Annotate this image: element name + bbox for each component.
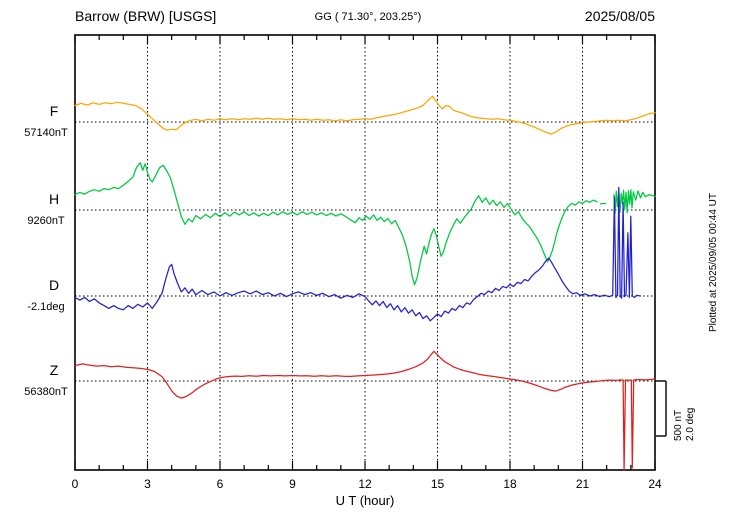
x-tick-label-9: 9: [289, 477, 296, 491]
trace-H-seg2: [613, 189, 656, 214]
channel-label-H: H: [49, 191, 59, 207]
x-tick-label-12: 12: [358, 477, 372, 491]
x-axis-label: U T (hour): [336, 493, 395, 508]
plot-date: 2025/08/05: [585, 8, 655, 24]
channel-value-D: -2.1deg: [27, 301, 64, 313]
x-tick-label-3: 3: [144, 477, 151, 491]
chart-layer: 0 3 6 9 12 15 18 21 24 F 57140nT H 9260nT D -2.1deg Z 56…: [24, 34, 667, 491]
channel-value-Z: 56380nT: [24, 386, 68, 398]
plot-frame: [74, 34, 656, 471]
channel-value-F: 57140nT: [24, 127, 68, 139]
gg-coordinates: GG ( 71.30°, 203.25°): [315, 11, 422, 23]
trace-Z: [74, 350, 656, 471]
x-tick-label-21: 21: [576, 477, 590, 491]
trace-H: [74, 162, 598, 286]
channel-label-Z: Z: [50, 362, 59, 378]
channel-value-H: 9260nT: [27, 215, 65, 227]
x-tick-label-15: 15: [431, 477, 445, 491]
station-title: Barrow (BRW) [USGS]: [75, 8, 216, 24]
x-tick-label-24: 24: [648, 477, 662, 491]
x-tick-label-6: 6: [217, 477, 224, 491]
trace-H-seg1: [599, 202, 607, 205]
x-tick-label-0: 0: [72, 477, 79, 491]
trace-D: [74, 186, 642, 322]
plotted-timestamp-note: Plotted at 2025/09/05 00:44 UT: [708, 193, 719, 332]
scale-bar-nt-label: 500 nT: [673, 410, 684, 441]
channel-label-D: D: [49, 277, 59, 293]
channel-label-F: F: [50, 103, 59, 119]
trace-F: [74, 95, 656, 135]
x-tick-label-18: 18: [503, 477, 517, 491]
scale-bar-deg-label: 2.0 deg: [685, 408, 696, 441]
